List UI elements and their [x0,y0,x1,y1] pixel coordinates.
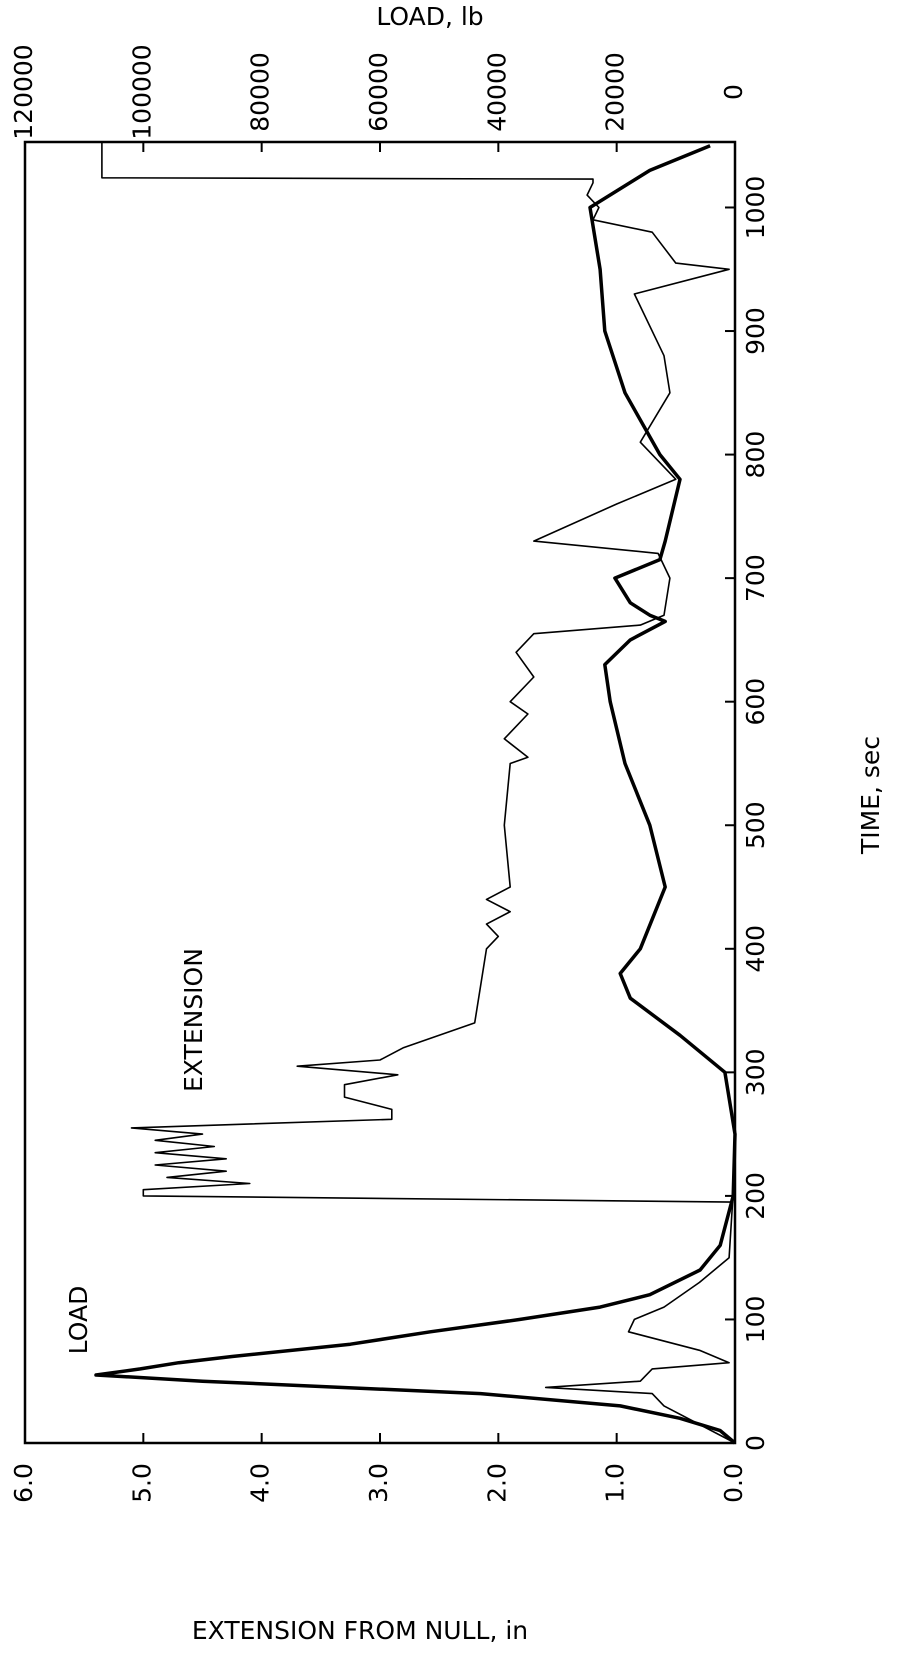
y2-tick-label: 100000 [127,44,156,139]
x-tick-label: 700 [741,554,770,602]
x-tick-label: 800 [741,431,770,479]
series-annotation: EXTENSION [179,948,208,1092]
plot-frame [23,140,737,1445]
y-tick-label: 3.0 [364,1463,393,1503]
series-line [101,142,736,1444]
x-axis-title: TIME, sec [856,736,885,855]
y-tick-label: 0.0 [719,1463,748,1503]
x-tick-label: 300 [741,1048,770,1096]
x-tick-label: 500 [741,801,770,849]
y2-tick-label: 60000 [364,52,393,132]
x-tick-label: 200 [741,1172,770,1220]
y2-tick-label: 0 [719,84,748,100]
y2-tick-label: 80000 [246,52,275,132]
x-tick-label: 900 [741,307,770,355]
x-tick-label: 400 [741,925,770,973]
x-tick-label: 1000 [741,176,770,240]
y2-tick-label: 40000 [482,52,511,132]
y-tick-label: 2.0 [482,1463,511,1503]
y2-tick-label: 20000 [601,52,630,132]
y-tick-label: 4.0 [246,1463,275,1503]
y2-tick-label: 120000 [9,44,38,139]
y2-axis-title: LOAD, lb [376,2,483,31]
y-tick-label: 6.0 [9,1463,38,1503]
y-axis-title: EXTENSION FROM NULL, in [192,1616,528,1645]
y-tick-label: 5.0 [127,1463,156,1503]
series-line [94,144,737,1445]
y-tick-label: 1.0 [601,1463,630,1503]
x-tick-label: 0 [741,1435,770,1451]
x-tick-label: 600 [741,678,770,726]
series-annotation: LOAD [64,1286,93,1355]
x-tick-label: 100 [741,1296,770,1344]
